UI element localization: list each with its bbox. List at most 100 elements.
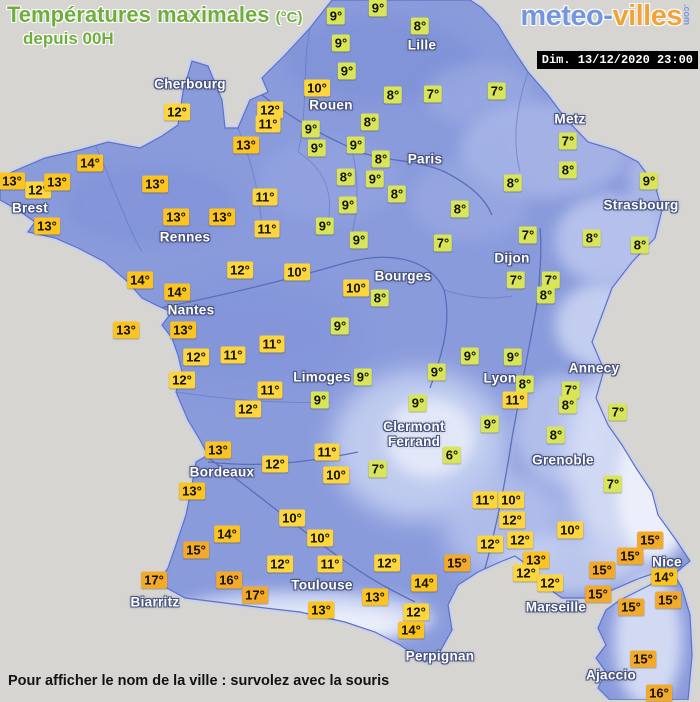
temp-label[interactable]: 13° (362, 588, 388, 606)
temp-label[interactable]: 17° (141, 571, 167, 589)
temp-label[interactable]: 12° (477, 535, 503, 553)
temp-label[interactable]: 9° (480, 415, 500, 433)
temp-label[interactable]: 7° (603, 475, 623, 493)
temp-label[interactable]: 14° (127, 271, 153, 289)
temp-label[interactable]: 11° (317, 555, 343, 573)
temp-label[interactable]: 12° (169, 371, 195, 389)
temp-label[interactable]: 9° (337, 62, 357, 80)
temp-label[interactable]: 8° (558, 396, 578, 414)
temp-label[interactable]: 12° (267, 555, 293, 573)
temp-label[interactable]: 10° (307, 529, 333, 547)
temp-label[interactable]: 10° (323, 466, 349, 484)
temp-label[interactable]: 12° (227, 261, 253, 279)
temp-label[interactable]: 14° (77, 154, 103, 172)
temp-label[interactable]: 8° (503, 174, 523, 192)
temp-label[interactable]: 12° (513, 564, 539, 582)
temp-label[interactable]: 12° (183, 348, 209, 366)
temp-label[interactable]: 9° (307, 139, 327, 157)
temp-label[interactable]: 11° (252, 188, 278, 206)
temp-label[interactable]: 13° (0, 172, 25, 190)
temp-label[interactable]: 9° (408, 394, 428, 412)
temp-label[interactable]: 8° (370, 289, 390, 307)
temp-label[interactable]: 11° (259, 335, 285, 353)
temp-label[interactable]: 9° (639, 172, 659, 190)
temp-label[interactable]: 12° (262, 455, 288, 473)
temp-label[interactable]: 7° (558, 132, 578, 150)
temp-label[interactable]: 12° (257, 101, 283, 119)
temp-label[interactable]: 13° (142, 175, 168, 193)
temp-label[interactable]: 8° (630, 236, 650, 254)
temp-label[interactable]: 9° (331, 34, 351, 52)
temp-label[interactable]: 8° (410, 17, 430, 35)
temp-label[interactable]: 10° (498, 491, 524, 509)
temp-label[interactable]: 15° (618, 598, 644, 616)
temp-label[interactable]: 9° (460, 347, 480, 365)
temp-label[interactable]: 14° (398, 621, 424, 639)
temp-label[interactable]: 6° (442, 446, 462, 464)
temp-label[interactable]: 10° (279, 509, 305, 527)
temp-label[interactable]: 13° (34, 217, 60, 235)
temp-label[interactable]: 13° (179, 482, 205, 500)
temp-label[interactable]: 7° (608, 403, 628, 421)
temp-label[interactable]: 8° (336, 168, 356, 186)
temp-label[interactable]: 9° (427, 363, 447, 381)
temp-label[interactable]: 12° (507, 531, 533, 549)
temp-label[interactable]: 9° (310, 391, 330, 409)
temp-label[interactable]: 9° (326, 7, 346, 25)
meteo-villes-logo[interactable]: meteo-villes.com (520, 0, 692, 33)
temp-label[interactable]: 12° (403, 603, 429, 621)
temp-label[interactable]: 14° (411, 574, 437, 592)
temp-label[interactable]: 8° (383, 86, 403, 104)
temp-label[interactable]: 9° (365, 170, 385, 188)
temp-label[interactable]: 9° (338, 196, 358, 214)
temp-label[interactable]: 9° (368, 0, 388, 17)
temp-label[interactable]: 8° (387, 185, 407, 203)
temp-label[interactable]: 9° (346, 136, 366, 154)
temp-label[interactable]: 8° (582, 229, 602, 247)
temp-label[interactable]: 12° (374, 554, 400, 572)
temp-label[interactable]: 7° (506, 271, 526, 289)
temp-label[interactable]: 11° (472, 491, 498, 509)
temp-label[interactable]: 8° (546, 426, 566, 444)
temp-label[interactable]: 10° (557, 521, 583, 539)
temp-label[interactable]: 15° (630, 650, 656, 668)
temp-label[interactable]: 11° (257, 381, 283, 399)
temp-label[interactable]: 10° (304, 79, 330, 97)
temp-label[interactable]: 7° (368, 460, 388, 478)
temp-label[interactable]: 15° (183, 541, 209, 559)
temp-label[interactable]: 9° (330, 317, 350, 335)
temp-label[interactable]: 9° (301, 120, 321, 138)
temp-label[interactable]: 14° (164, 283, 190, 301)
temp-label[interactable]: 10° (343, 279, 369, 297)
temp-label[interactable]: 17° (242, 586, 268, 604)
temp-label[interactable]: 15° (585, 585, 611, 603)
temp-label[interactable]: 9° (315, 217, 335, 235)
temp-label[interactable]: 7° (433, 234, 453, 252)
temp-label[interactable]: 13° (205, 441, 231, 459)
temp-label[interactable]: 14° (651, 568, 677, 586)
temp-label[interactable]: 9° (353, 368, 373, 386)
temp-label[interactable]: 7° (541, 271, 561, 289)
temp-label[interactable]: 8° (360, 113, 380, 131)
temp-label[interactable]: 14° (214, 525, 240, 543)
temp-label[interactable]: 7° (487, 82, 507, 100)
temp-label[interactable]: 8° (515, 375, 535, 393)
temp-label[interactable]: 11° (502, 391, 528, 409)
temp-label[interactable]: 11° (255, 115, 281, 133)
temp-label[interactable]: 11° (314, 443, 340, 461)
temp-label[interactable]: 7° (518, 226, 538, 244)
temp-label[interactable]: 15° (444, 554, 470, 572)
temp-label[interactable]: 13° (209, 208, 235, 226)
temp-label[interactable]: 7° (561, 381, 581, 399)
temp-label[interactable]: 12° (537, 574, 563, 592)
temp-label[interactable]: 16° (646, 684, 672, 702)
temp-label[interactable]: 13° (233, 136, 259, 154)
temp-label[interactable]: 8° (450, 200, 470, 218)
temp-label[interactable]: 8° (558, 161, 578, 179)
temp-label[interactable]: 11° (254, 220, 280, 238)
temp-label[interactable]: 13° (170, 321, 196, 339)
temp-label[interactable]: 8° (371, 150, 391, 168)
temp-label[interactable]: 12° (164, 103, 190, 121)
temp-label[interactable]: 15° (589, 561, 615, 579)
